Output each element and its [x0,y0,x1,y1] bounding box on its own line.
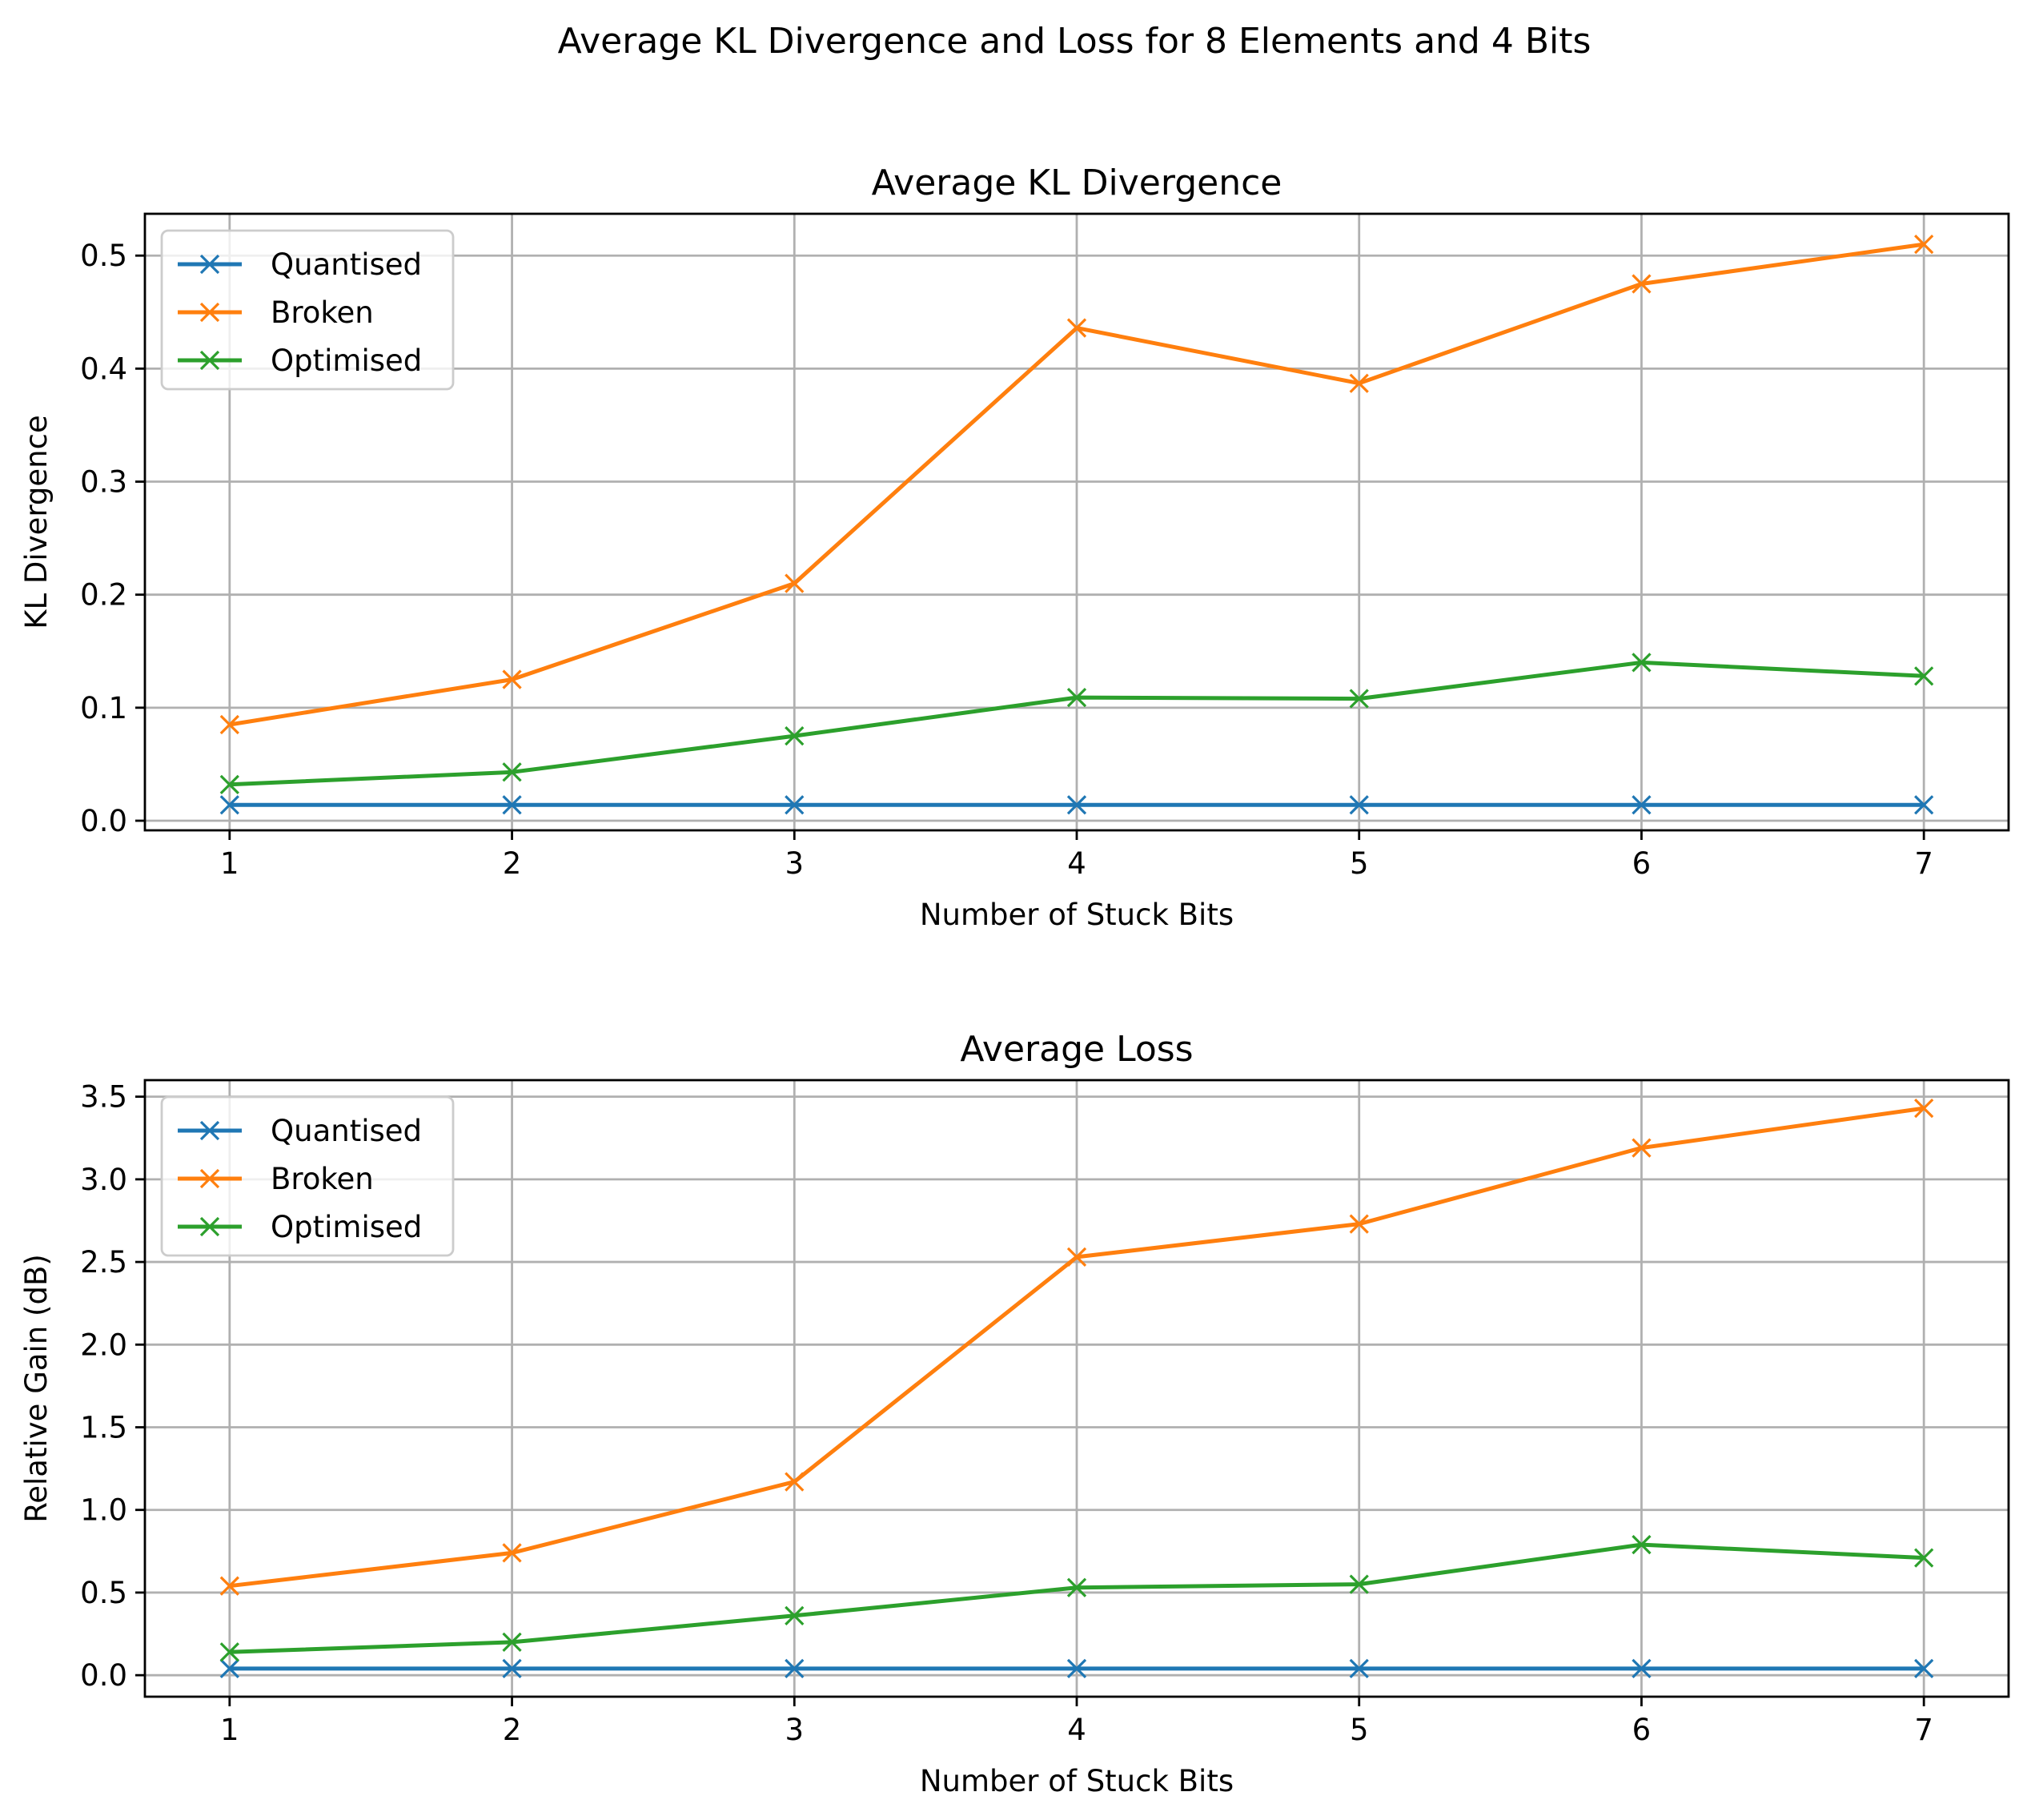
legend-label: Quantised [271,247,422,282]
data-point-marker [1914,795,1934,815]
data-point-marker [502,1658,522,1679]
data-point-marker [1349,689,1369,709]
x-tick-label: 7 [1914,1713,1933,1747]
data-point-marker [1066,1247,1087,1268]
y-tick-label: 0.1 [80,691,127,725]
data-point-marker [1349,1574,1369,1594]
data-point-marker [1632,1534,1652,1555]
data-point-marker [785,1658,805,1679]
x-tick-label: 5 [1350,846,1369,881]
axes-title: Average KL Divergence [872,163,1282,203]
x-tick-label: 1 [220,846,239,881]
data-point-marker [219,1576,239,1596]
data-point-marker [1349,1214,1369,1234]
legend-label: Quantised [271,1114,422,1148]
y-tick-label: 3.0 [80,1163,127,1197]
y-tick-label: 0.0 [80,804,127,838]
data-point-marker [785,1605,805,1625]
legend-box [160,1095,455,1257]
data-point-marker [1632,274,1652,294]
legend-label: Optimised [271,1210,422,1244]
x-tick-label: 2 [503,1713,522,1747]
data-point-marker [1632,795,1652,815]
y-tick-label: 2.5 [80,1245,127,1280]
x-tick-label: 4 [1067,1713,1086,1747]
legend-swatch-marker [199,254,220,275]
legend-swatch-marker [199,350,220,371]
data-point-marker [1066,1658,1087,1679]
legend: Quantised Broken Optimised [160,229,455,391]
legend-box [160,229,455,391]
data-point-marker [219,1658,239,1679]
data-point-marker [1632,1138,1652,1158]
data-point-marker [1914,1098,1934,1119]
data-point-marker [1632,653,1652,673]
legend-label: Optimised [271,344,422,378]
data-point-marker [219,774,239,794]
legend-swatch-marker [199,302,220,323]
legend-swatch-marker [199,1216,220,1237]
data-point-marker [1066,1577,1087,1597]
x-tick-label: 7 [1914,846,1933,881]
y-axis-label: Relative Gain (dB) [19,1254,54,1523]
legend-label: Broken [271,1162,374,1196]
y-tick-label: 0.2 [80,578,127,613]
x-tick-label: 2 [503,846,522,881]
axes-title: Average Loss [960,1029,1193,1070]
data-point-marker [1066,688,1087,708]
data-point-marker [502,762,522,782]
x-axis-label: Number of Stuck Bits [920,898,1234,932]
y-tick-label: 0.3 [80,465,127,500]
data-point-marker [1632,1658,1652,1679]
y-tick-label: 0.4 [80,352,127,386]
data-point-marker [219,795,239,815]
x-tick-label: 3 [785,846,804,881]
legend-swatch-marker [199,1168,220,1189]
data-point-marker [1914,1658,1934,1679]
x-tick-label: 6 [1632,846,1652,881]
data-point-marker [502,1632,522,1653]
x-tick-label: 4 [1067,846,1086,881]
y-tick-label: 1.5 [80,1411,127,1445]
legend-label: Broken [271,295,374,330]
loss-plot: 1 2 3 4 5 6 7 0.0 0.5 1.0 1.5 2.0 2.5 3.0 3.5 Average L… [19,1029,2010,1798]
y-tick-label: 2.0 [80,1328,127,1362]
data-point-marker [1914,234,1934,255]
data-point-marker [502,795,522,815]
x-axis-label: Number of Stuck Bits [920,1764,1234,1798]
y-tick-label: 3.5 [80,1080,127,1115]
x-tick-label: 6 [1632,1713,1652,1747]
data-point-marker [502,669,522,689]
legend: Quantised Broken Optimised [160,1095,455,1257]
y-tick-label: 0.5 [80,1576,127,1610]
figure-title: Average KL Divergence and Loss for 8 Ele… [558,21,1591,62]
data-point-marker [785,573,805,593]
data-point-marker [1066,795,1087,815]
data-point-marker [219,1642,239,1662]
data-point-marker [219,714,239,735]
data-point-marker [1349,1658,1369,1679]
kl-divergence-plot: 1 2 3 4 5 6 7 0.0 0.1 0.2 0.3 0.4 0.5 Average KL Dive… [19,163,2010,932]
data-point-marker [785,726,805,746]
data-point-marker [1349,373,1369,393]
data-point-marker [1066,318,1087,338]
x-tick-label: 3 [785,1713,804,1747]
data-point-marker [1349,795,1369,815]
x-tick-label: 5 [1350,1713,1369,1747]
data-point-marker [785,1472,805,1492]
x-tick-label: 1 [220,1713,239,1747]
legend-swatch-marker [199,1120,220,1141]
data-point-marker [785,795,805,815]
y-tick-label: 1.0 [80,1493,127,1528]
data-point-marker [502,1543,522,1563]
data-point-marker [1914,666,1934,686]
y-axis-label: KL Divergence [19,415,54,629]
y-tick-label: 0.5 [80,239,127,273]
y-tick-label: 0.0 [80,1658,127,1693]
data-point-marker [1914,1548,1934,1568]
